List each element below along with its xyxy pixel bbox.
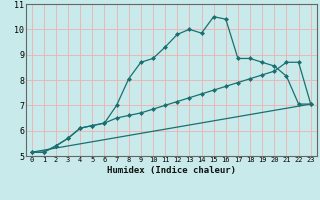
X-axis label: Humidex (Indice chaleur): Humidex (Indice chaleur): [107, 166, 236, 175]
